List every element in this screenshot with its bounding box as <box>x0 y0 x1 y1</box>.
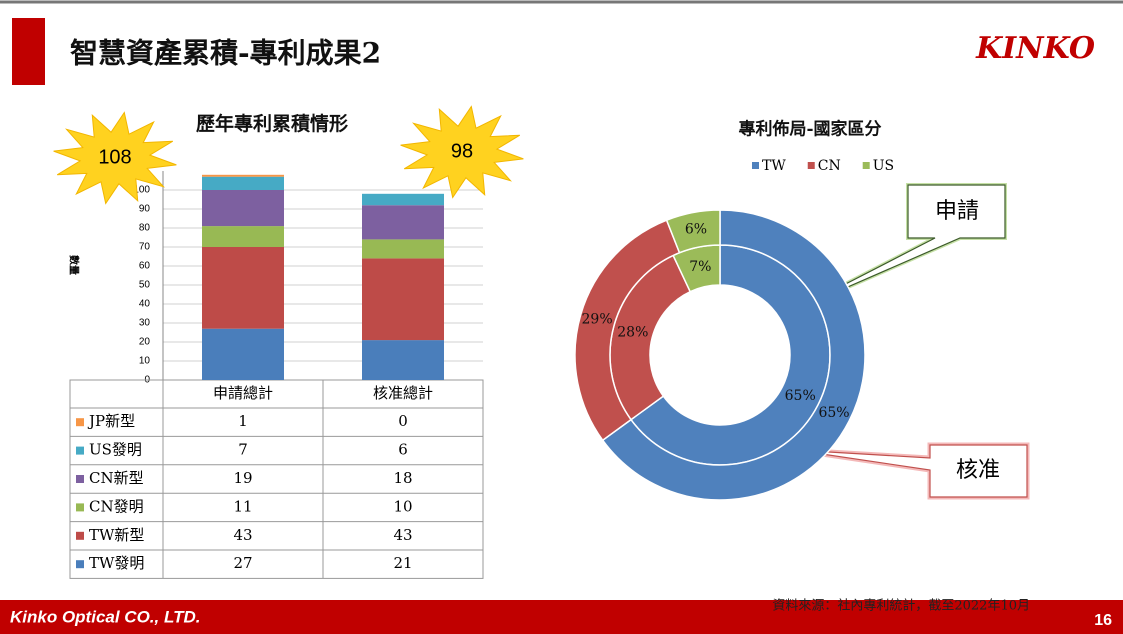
data-label: 7% <box>689 259 711 275</box>
y-tick-label: 60 <box>139 261 151 272</box>
logo: KINKO <box>975 31 1095 66</box>
total-label: 108 <box>98 146 131 168</box>
legend-swatch <box>76 446 84 455</box>
bar-segment <box>362 340 444 380</box>
legend-swatch <box>76 560 84 569</box>
bar-segment <box>362 193 444 206</box>
y-tick-label: 20 <box>139 337 151 348</box>
legend-label: CN發明 <box>89 497 144 515</box>
legend-label: US <box>873 158 894 174</box>
legend-label: CN <box>818 158 841 174</box>
data-label: 65% <box>818 405 849 421</box>
x-tick-label: 核准總計 <box>373 384 433 402</box>
page-number: 16 <box>1094 612 1112 629</box>
callout-outline <box>794 184 1006 311</box>
table-cell: 18 <box>393 469 412 487</box>
y-tick-label: 10 <box>139 356 151 367</box>
table-cell: 21 <box>393 554 412 572</box>
data-label: 28% <box>617 325 648 341</box>
y-tick-label: 40 <box>139 299 151 310</box>
legend-label: JP新型 <box>87 412 135 430</box>
legend-swatch <box>862 162 870 169</box>
bar-segment <box>202 176 284 190</box>
legend-label: TW發明 <box>89 554 144 572</box>
header-accent <box>12 18 45 85</box>
source-note: 資料來源：社內專利統計，截至2022年10月 <box>772 598 1030 614</box>
legend-swatch <box>752 162 759 169</box>
legend-label: TW新型 <box>89 526 144 544</box>
data-label: 65% <box>785 388 816 404</box>
legend-swatch <box>76 418 84 427</box>
company: Kinko Optical CO., LTD. <box>10 607 200 626</box>
legend-label: CN新型 <box>89 469 144 487</box>
bar-segment <box>202 190 284 227</box>
bar-segment <box>202 226 284 247</box>
y-tick-label: 90 <box>139 204 151 215</box>
y-axis-label: 數量 <box>68 255 81 275</box>
callout-label: 申請 <box>935 199 979 224</box>
legend-swatch <box>76 475 84 483</box>
y-tick-label: 30 <box>139 318 151 329</box>
data-label: 29% <box>582 311 613 327</box>
footer-band <box>0 600 1123 634</box>
slide-title: 智慧資產累積-專利成果2 <box>70 37 381 70</box>
chart-title: 歷年專利累積情形 <box>196 112 348 135</box>
bar-segment <box>202 328 284 380</box>
table-cell: 27 <box>233 554 252 572</box>
bar-segment <box>202 247 284 329</box>
legend-swatch <box>76 531 84 540</box>
bar-segment <box>362 239 444 259</box>
legend-swatch <box>807 162 815 169</box>
legend-label: TW <box>762 158 786 174</box>
y-tick-label: 100 <box>133 185 150 196</box>
table-cell: 43 <box>393 526 412 544</box>
donut-segment <box>601 209 866 501</box>
burst <box>400 105 524 199</box>
y-tick-label: 70 <box>139 242 151 253</box>
total-label: 98 <box>451 140 473 162</box>
bar-segment <box>362 258 444 341</box>
bar-segment <box>362 205 444 240</box>
table-cell: 6 <box>398 441 408 459</box>
callout-outline <box>794 444 1028 498</box>
table-cell: 0 <box>398 412 408 430</box>
table-cell: 11 <box>233 497 252 515</box>
burst <box>53 111 177 205</box>
donut-segment <box>665 209 721 254</box>
callout-label: 核准 <box>956 458 1000 483</box>
table-cell: 7 <box>238 441 248 459</box>
legend-swatch <box>76 503 84 512</box>
x-tick-label: 申請總計 <box>213 384 273 402</box>
table-cell: 19 <box>233 469 252 487</box>
table-cell: 1 <box>238 412 248 430</box>
data-label: 6% <box>685 221 707 237</box>
chart-title: 專利佈局-國家區分 <box>738 119 881 140</box>
bar-segment <box>202 174 284 177</box>
y-tick-label: 80 <box>139 223 151 234</box>
table-cell: 10 <box>393 497 412 515</box>
y-tick-label: 50 <box>139 280 151 291</box>
table-cell: 43 <box>233 526 252 544</box>
legend-label: US發明 <box>89 441 142 459</box>
